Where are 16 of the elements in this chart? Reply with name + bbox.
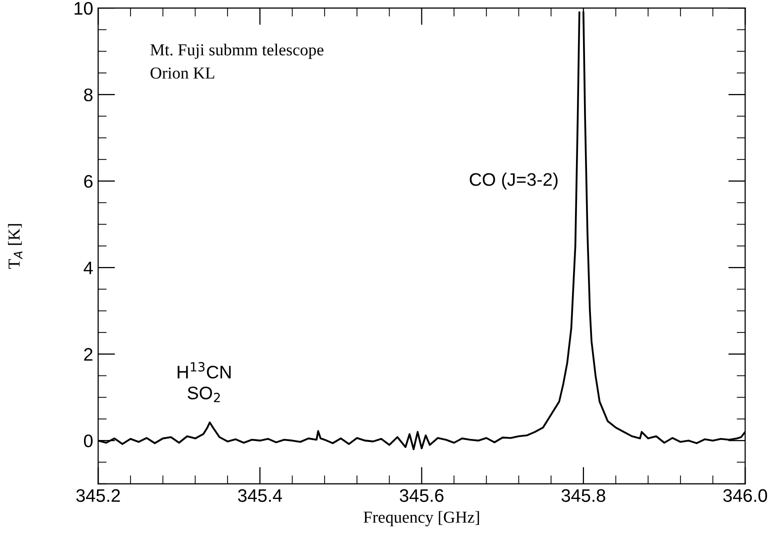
y-tick-label: 4 xyxy=(84,262,93,274)
x-axis-title: Frequency [GHz] xyxy=(364,511,479,526)
y-tick-label: 6 xyxy=(84,175,93,188)
x-tick-label: 345.2 xyxy=(76,489,120,502)
x-tick-label: 345.8 xyxy=(562,489,606,502)
y-tick-label: 8 xyxy=(84,88,93,102)
y-tick-label: 10 xyxy=(74,2,93,15)
x-tick-label: 345.6 xyxy=(400,489,444,502)
x-tick-label: 346.0 xyxy=(723,489,768,502)
y-tick-label: 0 xyxy=(84,434,93,448)
y-tick-label: 2 xyxy=(84,348,92,361)
y-axis-title: T$_{A}$ [K] xyxy=(8,224,22,269)
annotation: Mt. Fuji submm telescope Orion KL xyxy=(150,44,324,79)
x-tick-label: 345.4 xyxy=(238,489,282,502)
annotation: H$^{13}$CN SO$_{2}$ xyxy=(178,362,231,402)
annotation: CO (J=3-2) xyxy=(470,172,558,190)
